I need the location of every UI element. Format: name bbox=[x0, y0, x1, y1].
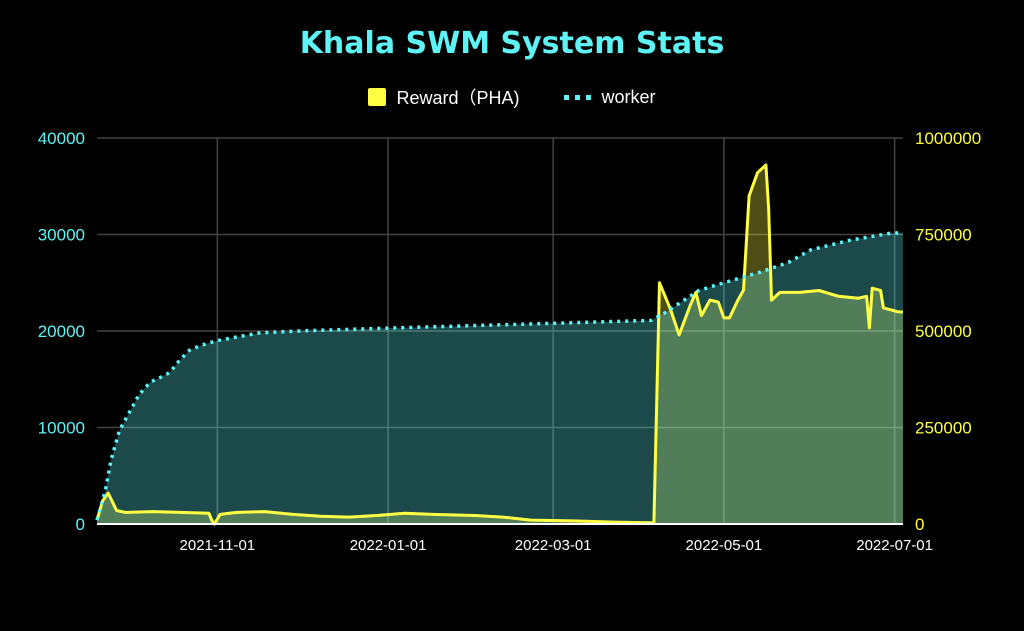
left-axis-tick-label: 0 bbox=[76, 515, 85, 534]
right-axis-tick-label: 500000 bbox=[915, 322, 972, 341]
chart-title: Khala SWM System Stats bbox=[299, 26, 725, 61]
x-axis-tick-label: 2022-07-01 bbox=[856, 537, 933, 554]
series-area-worker bbox=[97, 232, 903, 524]
right-axis-tick-label: 250000 bbox=[915, 419, 972, 438]
right-axis-tick-label: 750000 bbox=[915, 226, 972, 245]
x-axis-tick-label: 2022-01-01 bbox=[350, 537, 427, 554]
right-axis-tick-label: 0 bbox=[915, 515, 924, 534]
legend-swatch-worker bbox=[563, 94, 592, 100]
legend-label-worker: worker bbox=[601, 86, 656, 107]
right-axis-tick-label: 1000000 bbox=[915, 129, 981, 148]
x-axis-tick-label: 2022-03-01 bbox=[515, 537, 592, 554]
left-axis-tick-label: 20000 bbox=[38, 322, 85, 341]
left-axis-tick-label: 40000 bbox=[38, 129, 85, 148]
series-area-reward bbox=[97, 165, 903, 524]
legend-swatch-reward bbox=[368, 88, 387, 106]
left-axis-tick-label: 30000 bbox=[38, 226, 85, 245]
left-axis-tick-label: 10000 bbox=[38, 419, 85, 438]
legend-item-worker[interactable]: worker bbox=[563, 86, 656, 108]
series-line-worker bbox=[95, 230, 904, 521]
x-axis-tick-label: 2022-05-01 bbox=[686, 537, 763, 554]
x-axis-tick-label: 2021-11-01 bbox=[180, 537, 256, 554]
legend-item-reward[interactable]: Reward（PHA) bbox=[368, 84, 520, 110]
legend-label-reward: Reward（PHA) bbox=[396, 88, 520, 108]
legend: Reward（PHA) worker bbox=[0, 84, 1024, 110]
